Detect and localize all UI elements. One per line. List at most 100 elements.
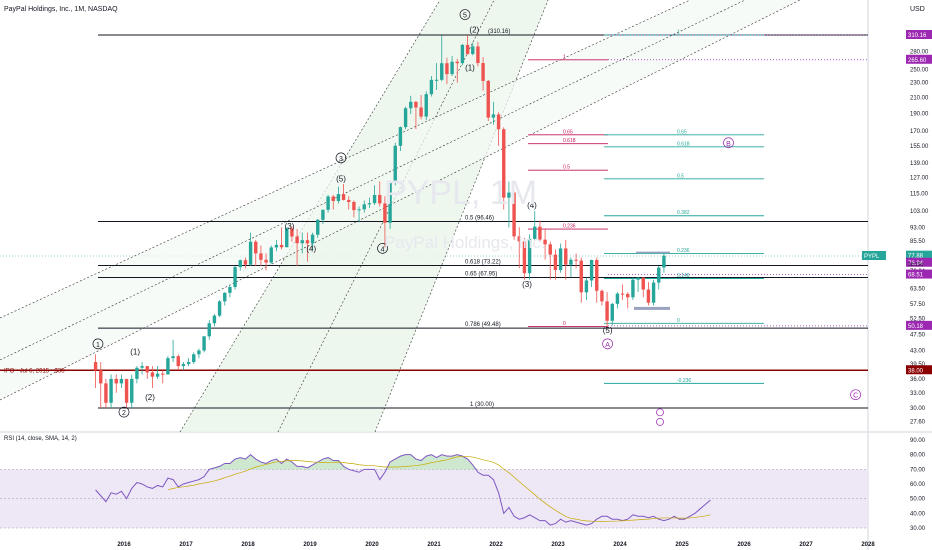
wave-label: 5 xyxy=(463,13,467,20)
candle-body xyxy=(326,196,330,210)
price-tick: 39.50 xyxy=(910,362,926,368)
price-tick: 57.50 xyxy=(910,302,926,308)
year-tick: 2026 xyxy=(737,542,751,548)
candle-body xyxy=(584,280,589,293)
steep-channel-line xyxy=(374,0,549,433)
year-tick: 2027 xyxy=(799,542,813,548)
rsi-tick: 70.00 xyxy=(910,467,926,473)
candle-body xyxy=(259,253,263,260)
candle-body xyxy=(600,290,604,302)
candle-body xyxy=(124,378,129,403)
candle-body xyxy=(181,364,186,367)
price-badge xyxy=(906,30,932,39)
wave-label: (4) xyxy=(306,244,316,253)
price-tick: 250.00 xyxy=(910,67,929,73)
year-tick: 2024 xyxy=(613,542,627,548)
candle-body xyxy=(512,192,516,237)
wave-label: (2) xyxy=(469,26,479,35)
year-tick: 2016 xyxy=(117,542,131,548)
year-tick: 2019 xyxy=(303,542,317,548)
candle-body xyxy=(605,301,609,321)
price-tick: 170.00 xyxy=(910,129,929,135)
price-badge-text: 265.60 xyxy=(908,58,927,64)
candle-body xyxy=(646,289,651,303)
price-tick: 85.50 xyxy=(910,239,926,245)
candle-body xyxy=(569,259,573,265)
candle-body xyxy=(305,240,310,244)
level-label: (310.16) xyxy=(488,29,510,35)
price-tick: 93.00 xyxy=(910,225,926,231)
candle-body xyxy=(290,228,294,237)
candle-body xyxy=(517,236,521,242)
wave-label: (3) xyxy=(522,280,532,289)
fib-green-label: 0.5 xyxy=(677,173,684,179)
wave-label: 2 xyxy=(122,410,126,417)
level-label: 1 (30.00) xyxy=(470,402,494,408)
wave-label: (4) xyxy=(527,201,537,210)
wave-circle xyxy=(602,338,613,350)
fib-red-label: 0 xyxy=(563,321,566,327)
level-label: 0.618 (73.22) xyxy=(465,260,501,266)
countdown-text: 18:19d xyxy=(908,262,924,268)
candle-body xyxy=(352,201,356,211)
candle-body xyxy=(445,63,449,75)
wave-label: (1) xyxy=(465,64,475,73)
candle-body xyxy=(197,350,201,355)
candle-body xyxy=(538,226,542,240)
candle-body xyxy=(502,129,506,198)
rsi-panel: 90.00 80.00 70.00 60.00 50.00 40.00 30.00 xyxy=(0,438,926,532)
price-badge-text: 76.94 xyxy=(908,261,924,267)
wave-label: (1) xyxy=(130,347,140,356)
candle-body xyxy=(357,209,361,211)
candle-body xyxy=(316,219,320,235)
candle-body xyxy=(207,323,211,337)
candle-body xyxy=(135,367,139,379)
price-tick: 190.00 xyxy=(910,111,929,117)
year-tick: 2028 xyxy=(861,542,875,548)
price-tick: 210.00 xyxy=(910,95,929,101)
candle-body xyxy=(161,373,165,375)
candle-body xyxy=(626,293,630,298)
wave-label: B xyxy=(726,141,731,148)
candle-body xyxy=(491,114,496,118)
candle-body xyxy=(279,244,284,248)
price-tick: 139.00 xyxy=(910,161,929,167)
wave-circle xyxy=(335,152,347,164)
candle-body xyxy=(419,107,423,117)
candle-body xyxy=(450,61,454,75)
candle-body xyxy=(176,356,180,367)
rsi-line xyxy=(95,454,711,526)
candle-body xyxy=(233,267,237,288)
candle-body xyxy=(378,194,382,204)
horizontal-levels: (310.16) 0.5 (96.46) 0.618 (73.22) 0.65 (67… xyxy=(0,29,868,409)
price-tick: 36.00 xyxy=(910,377,926,383)
candle-body xyxy=(321,209,325,220)
price-tick: 63.50 xyxy=(910,286,926,292)
wave-label: (5) xyxy=(336,174,346,183)
fib-red-label: 0.618 xyxy=(563,138,576,144)
candle-body xyxy=(610,303,614,321)
candle-body xyxy=(579,260,583,293)
price-tick: 43.00 xyxy=(910,349,926,355)
candle-body xyxy=(372,194,377,204)
fib-red-label: 0.236 xyxy=(563,224,576,230)
candle-body xyxy=(223,292,227,302)
wave-label: (5) xyxy=(603,326,613,335)
candle-body xyxy=(574,259,578,261)
ticker-badge xyxy=(862,251,886,260)
candle-body xyxy=(310,234,315,244)
marker-circle xyxy=(656,418,664,426)
candle-body xyxy=(192,354,196,363)
wide-channel-line xyxy=(0,0,801,401)
fib-green-label: 1 xyxy=(677,30,680,36)
wave-labels: 12(1)(2)(3)(4)3(5)45(2)(1)(4)(3)(5)ABC xyxy=(92,9,861,426)
chart-title: PayPal Holdings, Inc., 1M, NASDAQ xyxy=(4,6,118,13)
level-label: 0.65 (67.95) xyxy=(465,271,497,277)
wave-label: 3 xyxy=(339,156,343,163)
fib-green-label: 0.65 xyxy=(677,129,687,135)
fib-red-label: 1 xyxy=(563,54,566,60)
year-tick: 2020 xyxy=(365,542,379,548)
candle-body xyxy=(398,127,403,146)
candle-body xyxy=(543,239,547,245)
